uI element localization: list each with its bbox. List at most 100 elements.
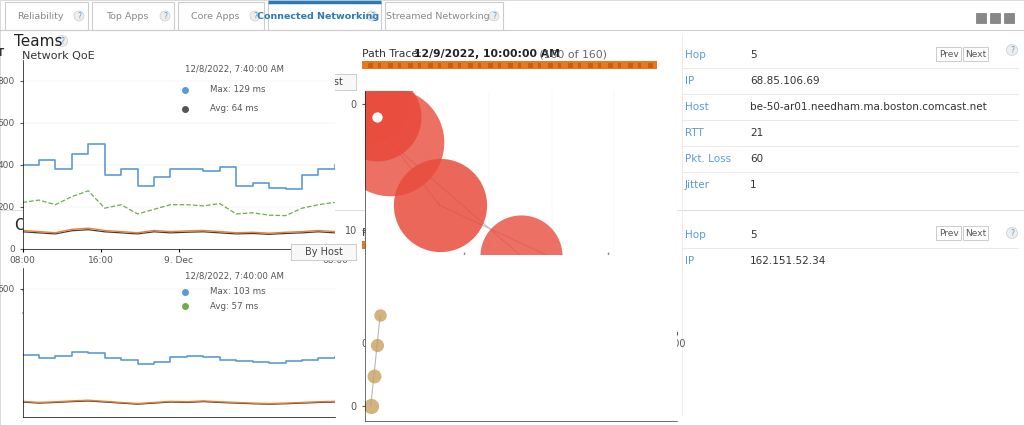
FancyBboxPatch shape bbox=[578, 243, 581, 248]
Text: IP: IP bbox=[685, 256, 694, 266]
FancyBboxPatch shape bbox=[638, 243, 641, 248]
Text: Hop: Hop bbox=[685, 50, 706, 60]
FancyBboxPatch shape bbox=[648, 243, 653, 248]
FancyBboxPatch shape bbox=[588, 243, 593, 248]
FancyBboxPatch shape bbox=[628, 63, 633, 68]
Circle shape bbox=[160, 11, 170, 21]
FancyBboxPatch shape bbox=[398, 243, 401, 248]
Text: IP: IP bbox=[685, 76, 694, 86]
FancyBboxPatch shape bbox=[418, 243, 421, 248]
Point bbox=[362, 101, 379, 108]
Circle shape bbox=[250, 11, 260, 21]
Text: (160 of 160): (160 of 160) bbox=[536, 49, 607, 59]
Text: 5: 5 bbox=[750, 50, 757, 60]
FancyBboxPatch shape bbox=[528, 243, 534, 248]
Text: Max: 103 ms: Max: 103 ms bbox=[210, 287, 265, 296]
FancyBboxPatch shape bbox=[498, 243, 501, 248]
FancyBboxPatch shape bbox=[268, 2, 381, 30]
FancyBboxPatch shape bbox=[628, 243, 633, 248]
Circle shape bbox=[489, 11, 499, 21]
FancyBboxPatch shape bbox=[990, 13, 1000, 23]
FancyBboxPatch shape bbox=[548, 243, 553, 248]
FancyBboxPatch shape bbox=[92, 2, 174, 30]
Circle shape bbox=[74, 11, 84, 21]
FancyBboxPatch shape bbox=[936, 226, 961, 240]
Text: Next: Next bbox=[965, 49, 986, 59]
FancyBboxPatch shape bbox=[568, 63, 573, 68]
Text: ?: ? bbox=[72, 221, 76, 230]
Text: Host: Host bbox=[685, 102, 709, 112]
FancyBboxPatch shape bbox=[478, 243, 481, 248]
Point bbox=[381, 139, 397, 145]
FancyBboxPatch shape bbox=[936, 47, 961, 61]
Text: 12/9/2022, 10:00:00 AM: 12/9/2022, 10:00:00 AM bbox=[414, 228, 560, 238]
Point bbox=[369, 342, 385, 349]
Text: By Host: By Host bbox=[305, 77, 342, 87]
Text: ?: ? bbox=[492, 11, 496, 20]
FancyBboxPatch shape bbox=[588, 63, 593, 68]
Circle shape bbox=[367, 11, 377, 21]
Text: Hop: Hop bbox=[685, 230, 706, 240]
Text: 21: 21 bbox=[750, 128, 763, 138]
FancyBboxPatch shape bbox=[5, 2, 88, 30]
FancyBboxPatch shape bbox=[1004, 13, 1014, 23]
Text: Avg: 57 ms: Avg: 57 ms bbox=[210, 302, 258, 311]
Text: Network QoE: Network QoE bbox=[22, 51, 94, 61]
Text: Crowd Max: Crowd Max bbox=[172, 286, 220, 295]
FancyBboxPatch shape bbox=[498, 63, 501, 68]
FancyBboxPatch shape bbox=[428, 243, 433, 248]
FancyBboxPatch shape bbox=[458, 63, 461, 68]
Circle shape bbox=[1007, 227, 1018, 238]
Text: Path Trace:: Path Trace: bbox=[362, 49, 425, 59]
FancyBboxPatch shape bbox=[618, 243, 621, 248]
FancyBboxPatch shape bbox=[368, 243, 373, 248]
Point bbox=[512, 252, 528, 259]
Text: ?: ? bbox=[370, 11, 374, 20]
FancyBboxPatch shape bbox=[362, 241, 657, 249]
Text: Next: Next bbox=[965, 229, 986, 238]
FancyBboxPatch shape bbox=[963, 226, 988, 240]
Text: OneDrive: OneDrive bbox=[14, 218, 86, 232]
Text: Top Apps: Top Apps bbox=[105, 11, 148, 20]
FancyBboxPatch shape bbox=[468, 63, 473, 68]
FancyBboxPatch shape bbox=[178, 2, 264, 30]
FancyBboxPatch shape bbox=[458, 243, 461, 248]
FancyBboxPatch shape bbox=[368, 63, 373, 68]
FancyBboxPatch shape bbox=[558, 243, 561, 248]
Text: Streamed Networking: Streamed Networking bbox=[386, 11, 489, 20]
Text: ?: ? bbox=[1010, 45, 1014, 54]
Text: 68.85.106.69: 68.85.106.69 bbox=[750, 76, 819, 86]
Text: Crowd Avg: Crowd Avg bbox=[53, 309, 99, 317]
Text: Connected Networking: Connected Networking bbox=[257, 11, 380, 20]
FancyBboxPatch shape bbox=[976, 13, 986, 23]
Text: Reliability: Reliability bbox=[17, 11, 63, 20]
Text: Max: Max bbox=[53, 286, 72, 295]
FancyBboxPatch shape bbox=[408, 243, 413, 248]
Text: RTT: RTT bbox=[22, 237, 44, 247]
Text: ?: ? bbox=[1010, 229, 1014, 238]
FancyBboxPatch shape bbox=[508, 243, 513, 248]
Circle shape bbox=[56, 36, 68, 46]
Point bbox=[544, 303, 560, 310]
Point bbox=[372, 312, 388, 319]
Text: Core Apps: Core Apps bbox=[190, 11, 240, 20]
FancyBboxPatch shape bbox=[518, 243, 521, 248]
Text: ?: ? bbox=[163, 11, 167, 20]
FancyBboxPatch shape bbox=[598, 243, 601, 248]
Text: be-50-ar01.needham.ma.boston.comcast.net: be-50-ar01.needham.ma.boston.comcast.net bbox=[750, 102, 987, 112]
FancyBboxPatch shape bbox=[558, 63, 561, 68]
FancyBboxPatch shape bbox=[488, 243, 493, 248]
Text: Path Trace:: Path Trace: bbox=[362, 228, 425, 238]
FancyBboxPatch shape bbox=[518, 63, 521, 68]
Text: ?: ? bbox=[77, 11, 81, 20]
Text: Avg: Avg bbox=[117, 286, 132, 295]
Text: Teams: Teams bbox=[14, 34, 62, 48]
FancyBboxPatch shape bbox=[398, 63, 401, 68]
Text: (160 of 160): (160 of 160) bbox=[536, 228, 607, 238]
FancyBboxPatch shape bbox=[428, 63, 433, 68]
Circle shape bbox=[69, 219, 80, 230]
FancyBboxPatch shape bbox=[578, 63, 581, 68]
Text: Avg: 64 ms: Avg: 64 ms bbox=[210, 104, 258, 113]
FancyBboxPatch shape bbox=[963, 47, 988, 61]
FancyBboxPatch shape bbox=[438, 243, 441, 248]
